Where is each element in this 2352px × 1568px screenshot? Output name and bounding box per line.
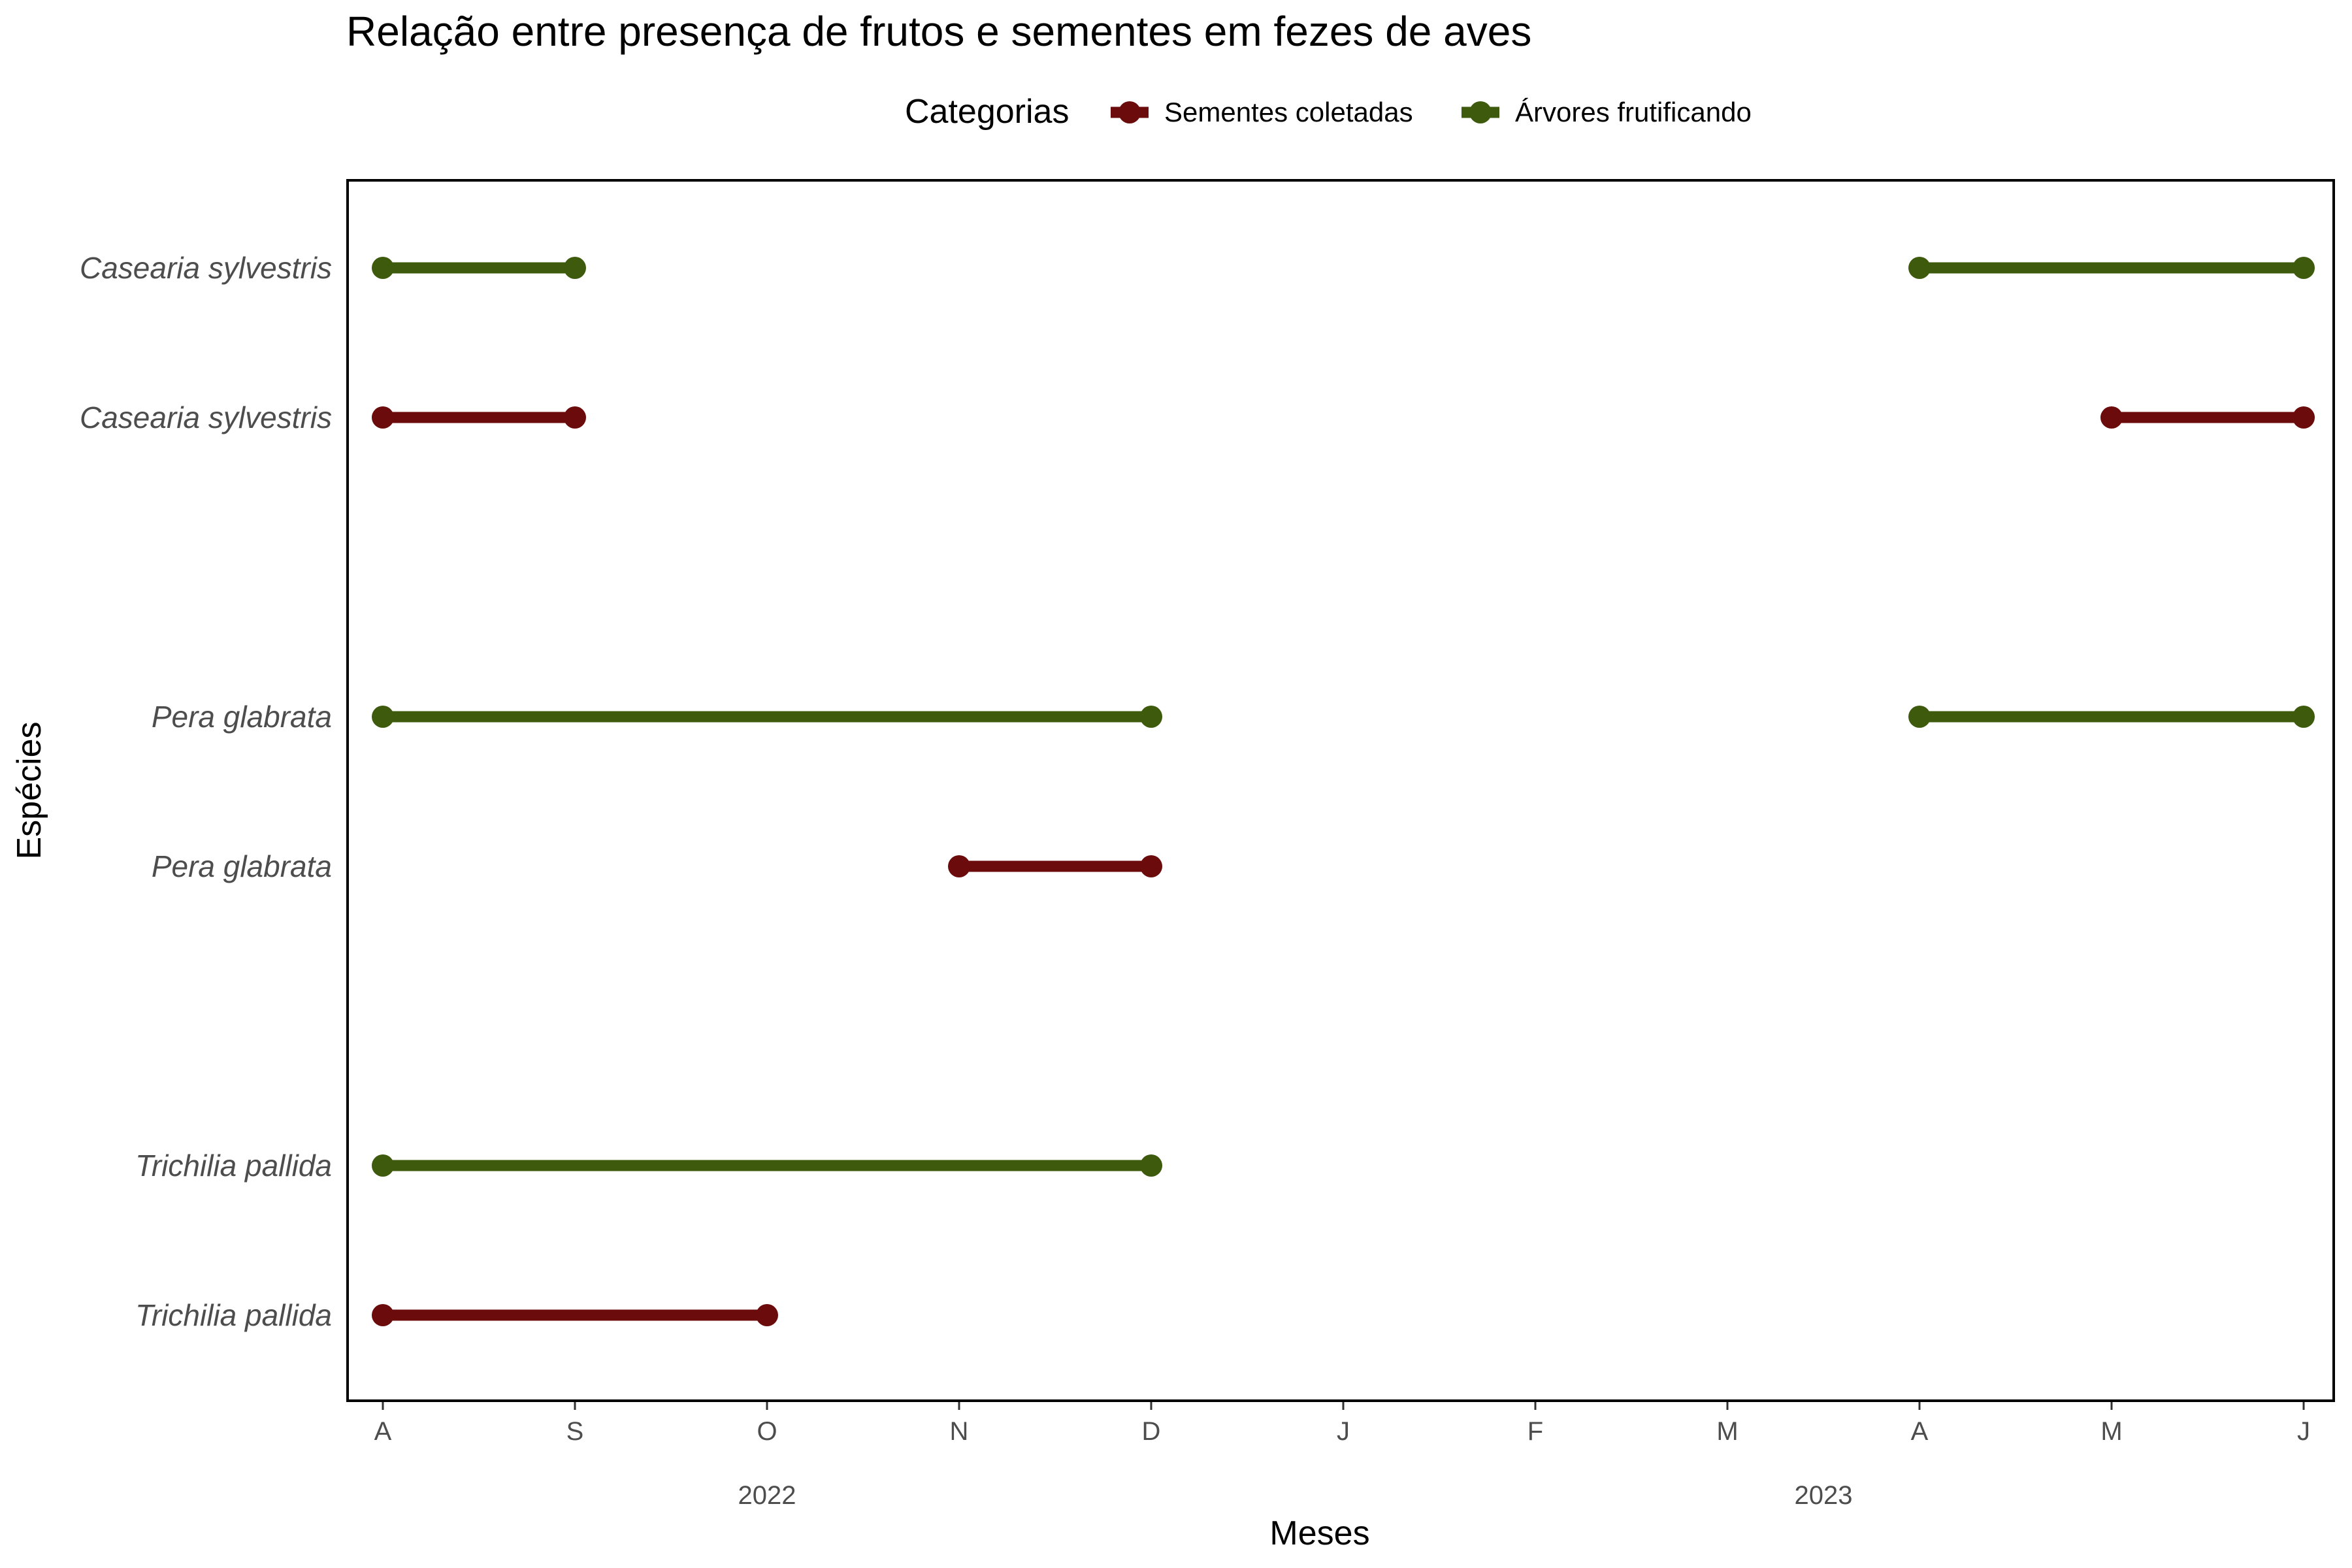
plot-panel: [346, 179, 2335, 1402]
segment-end-point: [1140, 706, 1162, 728]
segment-start-point: [372, 1304, 394, 1326]
x-tick-label: M: [1716, 1417, 1738, 1446]
segment-seeds: [948, 855, 1162, 877]
segment-seeds: [372, 1304, 778, 1326]
segment-fruit: [1908, 706, 2315, 728]
segment-end-point: [1140, 855, 1162, 877]
x-tick-label: N: [950, 1417, 969, 1446]
x-tick-label: A: [374, 1417, 392, 1446]
segment-start-point: [2100, 406, 2123, 429]
segment-seeds: [2100, 406, 2315, 429]
y-tick-label: Pera glabrata: [152, 849, 332, 883]
segment-end-point: [564, 257, 586, 279]
segment-fruit: [372, 706, 1162, 728]
x-tick-label: J: [1337, 1417, 1350, 1446]
legend-item-fruit: Árvores frutificando: [1462, 97, 1752, 127]
segment-end-point: [756, 1304, 778, 1326]
segment-seeds: [372, 406, 586, 429]
segment-start-point: [372, 1154, 394, 1177]
segment-end-point: [2293, 706, 2315, 728]
x-tick-label: D: [1142, 1417, 1161, 1446]
segment-end-point: [2293, 257, 2315, 279]
x-tick-label: J: [2297, 1417, 2310, 1446]
y-tick-label: Casearia sylvestris: [80, 400, 332, 434]
legend: Categorias Sementes coletadas Árvores fru…: [905, 93, 1752, 131]
segment-start-point: [372, 257, 394, 279]
segment-end-point: [564, 406, 586, 429]
segment-fruit: [1908, 257, 2315, 279]
segment-start-point: [1908, 706, 1931, 728]
segment-start-point: [372, 706, 394, 728]
legend-title: Categorias: [905, 93, 1069, 131]
y-axis-title: Espécies: [10, 722, 48, 860]
segment-fruit: [372, 257, 586, 279]
legend-item-seeds: Sementes coletadas: [1111, 97, 1413, 127]
segment-end-point: [1140, 1154, 1162, 1177]
segment-start-point: [372, 406, 394, 429]
year-labels: 2022 2023: [738, 1481, 1853, 1510]
legend-key-point: [1469, 101, 1492, 123]
x-tick-label: F: [1527, 1417, 1543, 1446]
y-tick-label: Trichilia pallida: [135, 1298, 332, 1332]
y-tick-label: Casearia sylvestris: [80, 251, 332, 285]
x-tick-label: A: [1911, 1417, 1929, 1446]
segment-start-point: [1908, 257, 1931, 279]
year-label: 2022: [738, 1481, 796, 1510]
segment-end-point: [2293, 406, 2315, 429]
legend-key-point: [1119, 101, 1141, 123]
x-tick-label: M: [2100, 1417, 2122, 1446]
x-tick-label: O: [757, 1417, 777, 1446]
year-label: 2023: [1795, 1481, 1853, 1510]
y-tick-label: Pera glabrata: [152, 700, 332, 734]
legend-label: Sementes coletadas: [1164, 97, 1413, 127]
chart-marks: [372, 257, 2315, 1326]
x-tick-label: S: [566, 1417, 584, 1446]
y-tick-label: Trichilia pallida: [135, 1149, 332, 1183]
segment-fruit: [372, 1154, 1162, 1177]
x-axis-title: Meses: [1269, 1514, 1369, 1552]
legend-label: Árvores frutificando: [1515, 97, 1752, 127]
chart-title: Relação entre presença de frutos e semen…: [346, 8, 1531, 55]
segment-start-point: [948, 855, 970, 877]
y-axis-ticks: Casearia sylvestris Casearia sylvestris Pe…: [80, 251, 332, 1332]
